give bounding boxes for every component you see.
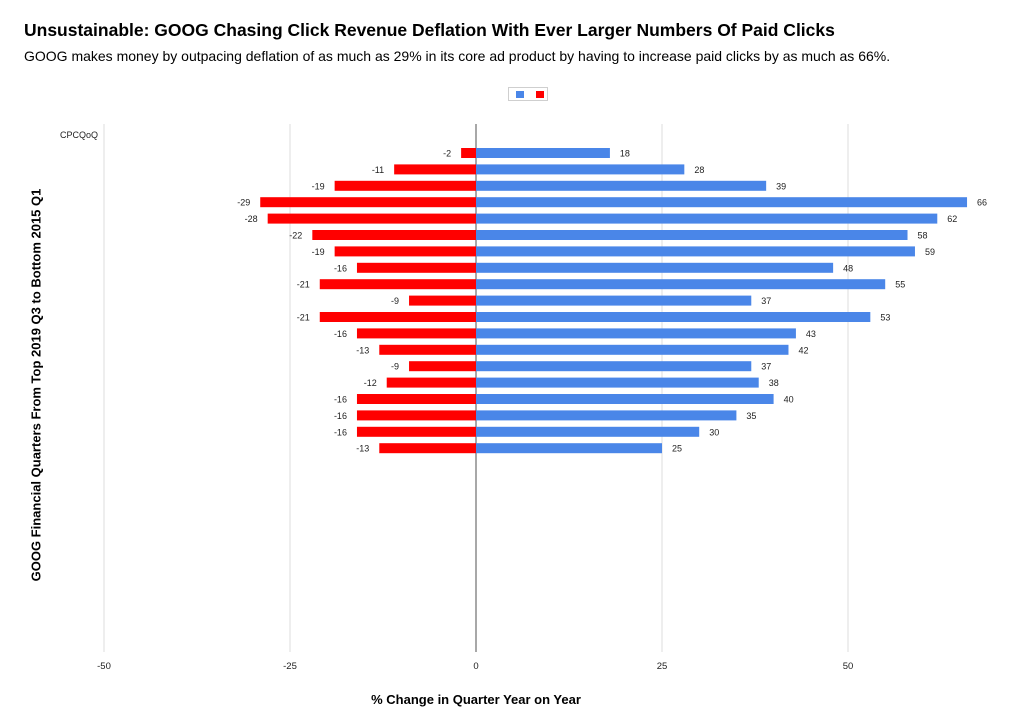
bar-positive — [476, 377, 759, 388]
data-label: -19 — [312, 181, 325, 191]
bar-positive — [476, 361, 752, 372]
data-label: 37 — [761, 296, 771, 306]
y-axis-label: GOOG Financial Quarters From Top 2019 Q3… — [28, 188, 44, 582]
data-label: 25 — [672, 444, 682, 454]
data-label: -13 — [356, 345, 369, 355]
bar-negative — [334, 180, 476, 191]
bar-positive — [476, 394, 774, 404]
chart-subtitle: GOOG makes money by outpacing deflation … — [24, 48, 891, 64]
category-header: CPCQoQ — [60, 130, 98, 140]
bar-positive — [476, 164, 685, 175]
data-label: -16 — [334, 329, 347, 339]
data-label: -22 — [289, 231, 302, 241]
bar-negative — [409, 295, 476, 306]
data-label: 66 — [977, 198, 987, 208]
data-label: -21 — [297, 280, 310, 290]
data-label: 35 — [746, 411, 756, 421]
legend-swatch-blue — [516, 91, 524, 98]
bar-negative — [379, 344, 476, 355]
bar-negative — [260, 197, 476, 208]
data-label: -12 — [364, 378, 377, 388]
bar-negative — [319, 279, 476, 290]
bar-negative — [356, 410, 476, 421]
data-label: 40 — [784, 395, 794, 405]
bar-positive — [476, 312, 871, 322]
bar-positive — [476, 328, 796, 339]
chart-title: Unsustainable: GOOG Chasing Click Revenu… — [24, 20, 835, 40]
legend-swatch-red — [536, 91, 544, 98]
data-label: 42 — [798, 345, 808, 355]
data-label: 39 — [776, 181, 786, 191]
data-label: -16 — [334, 263, 347, 273]
bar-positive — [476, 410, 737, 421]
data-label: -16 — [334, 427, 347, 437]
bar-positive — [476, 295, 752, 306]
legend — [508, 87, 548, 101]
data-label: -28 — [245, 214, 258, 224]
bar-positive — [476, 197, 968, 208]
bar-positive — [476, 262, 834, 273]
bar-negative — [386, 377, 476, 388]
x-axis-label: % Change in Quarter Year on Year — [371, 692, 581, 707]
data-label: 30 — [709, 427, 719, 437]
x-tick-label: -50 — [97, 661, 111, 672]
data-label: -29 — [237, 198, 250, 208]
data-label: 18 — [620, 149, 630, 159]
bar-positive — [476, 230, 908, 240]
data-label: 38 — [769, 378, 779, 388]
bar-positive — [476, 279, 886, 290]
bar-positive — [476, 180, 767, 191]
bar-positive — [476, 344, 789, 355]
bar-positive — [476, 426, 700, 437]
data-label: 58 — [918, 231, 928, 241]
bar-negative — [394, 164, 476, 175]
bar-positive — [476, 246, 915, 257]
bar-negative — [461, 148, 476, 158]
bar-positive — [476, 443, 662, 454]
data-label: -9 — [391, 362, 399, 372]
bar-negative — [356, 328, 476, 339]
data-label: 48 — [843, 263, 853, 273]
data-label: 37 — [761, 362, 771, 372]
data-label: -16 — [334, 395, 347, 405]
bar-negative — [312, 230, 476, 240]
bar-positive — [476, 148, 610, 158]
x-tick-label: 50 — [843, 661, 854, 672]
data-label: 59 — [925, 247, 935, 257]
bar-negative — [409, 361, 476, 372]
x-tick-label: 25 — [657, 661, 668, 672]
data-label: -21 — [297, 313, 310, 323]
data-label: 62 — [947, 214, 957, 224]
data-label: -16 — [334, 411, 347, 421]
data-label: -13 — [356, 444, 369, 454]
x-tick-label: 0 — [473, 661, 478, 672]
data-label: -9 — [391, 296, 399, 306]
bar-negative — [356, 426, 476, 437]
bar-negative — [356, 394, 476, 404]
data-label: 53 — [880, 313, 890, 323]
bar-negative — [356, 262, 476, 273]
data-label: 28 — [694, 165, 704, 175]
bar-negative — [334, 246, 476, 257]
data-label: -11 — [372, 165, 384, 175]
bar-negative — [379, 443, 476, 454]
data-label: -19 — [312, 247, 325, 257]
x-tick-label: -25 — [283, 661, 297, 672]
bar-negative — [267, 213, 476, 224]
data-label: 43 — [806, 329, 816, 339]
bar-positive — [476, 213, 938, 224]
bar-negative — [319, 312, 476, 322]
data-label: 55 — [895, 280, 905, 290]
data-label: -2 — [443, 149, 451, 159]
